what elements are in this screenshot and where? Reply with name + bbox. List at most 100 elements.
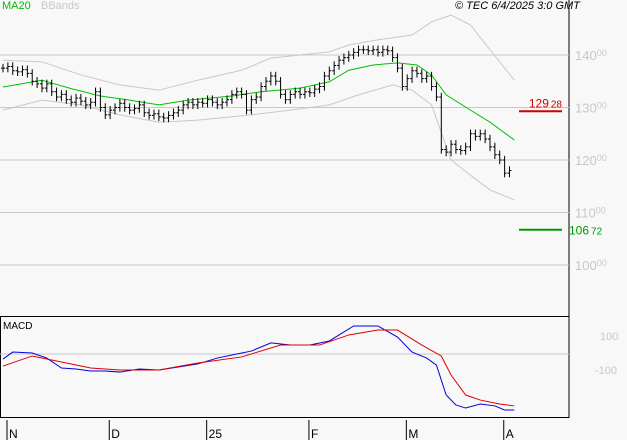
price-bar	[113, 103, 118, 115]
price-bar	[30, 69, 35, 86]
support-label: 106 72	[569, 224, 603, 238]
price-bar	[156, 109, 161, 122]
price-bar	[59, 90, 64, 102]
price-bar	[263, 77, 268, 91]
price-bar	[317, 82, 322, 94]
price-bar	[39, 79, 44, 93]
price-bar	[88, 98, 93, 110]
price-bar	[302, 87, 307, 99]
price-bar	[278, 77, 283, 99]
price-bar	[93, 87, 98, 107]
price-bar	[225, 95, 230, 107]
price-bar	[380, 45, 385, 57]
price-bar	[434, 82, 439, 102]
legend-ma20: MA20	[2, 0, 31, 12]
price-bar	[20, 65, 25, 76]
price-bar	[449, 140, 454, 157]
price-bar	[190, 98, 195, 110]
price-bar	[44, 79, 49, 93]
price-bar	[215, 98, 220, 110]
price-bar	[375, 45, 380, 57]
price-bar	[439, 92, 444, 154]
price-bar	[288, 90, 293, 104]
x-tick-label: 25	[209, 427, 223, 440]
price-bar	[395, 53, 400, 73]
price-bar	[298, 87, 303, 99]
price-bar	[142, 100, 147, 117]
price-bar	[507, 166, 512, 178]
y-tick-label: 14000	[575, 48, 607, 63]
price-bar	[74, 93, 79, 107]
price-bar	[307, 87, 312, 97]
price-bar	[414, 66, 419, 78]
price-bar	[478, 129, 483, 141]
bollinger-lower	[2, 84, 515, 201]
price-bar	[244, 90, 249, 115]
price-bar	[147, 108, 152, 120]
price-bar	[132, 104, 137, 115]
price-bar	[371, 45, 376, 55]
price-bar	[10, 62, 15, 75]
price-bar	[444, 145, 449, 157]
resistance-label: 129 28	[529, 96, 563, 110]
price-bar	[502, 155, 507, 178]
price-bar	[458, 145, 463, 155]
price-bar	[385, 45, 390, 55]
price-bar	[410, 66, 415, 83]
price-bar	[453, 140, 458, 154]
price-bar	[239, 87, 244, 99]
price-bar	[468, 129, 473, 152]
price-bar	[234, 87, 239, 99]
x-tick-label: D	[111, 427, 120, 440]
price-bar	[346, 50, 351, 62]
macd-line	[2, 325, 515, 411]
price-bar	[497, 150, 502, 165]
price-bar	[151, 109, 156, 120]
price-bar	[312, 84, 317, 97]
price-bar	[283, 90, 288, 104]
price-bar	[473, 129, 478, 141]
price-bar	[293, 87, 298, 99]
price-bar	[322, 71, 327, 91]
macd-signal-line	[2, 329, 515, 407]
price-bar	[249, 95, 254, 115]
price-bar	[35, 77, 40, 89]
price-bar	[400, 63, 405, 91]
price-bar	[327, 66, 332, 81]
macd-title: MACD	[3, 321, 33, 332]
price-bar	[127, 103, 132, 115]
y-tick-label: 10000	[575, 258, 607, 273]
y-tick-label: 13000	[575, 101, 607, 116]
price-bar	[405, 74, 410, 91]
macd-frame	[0, 316, 570, 418]
price-bar	[356, 45, 361, 57]
price-bar	[15, 66, 20, 76]
price-bar	[137, 100, 142, 113]
price-bar	[419, 69, 424, 83]
price-bar	[166, 111, 171, 123]
price-bar	[1, 63, 5, 73]
price-bar	[463, 142, 468, 155]
price-bar	[186, 98, 191, 110]
y-tick-label: 12000	[575, 153, 607, 168]
price-bar	[337, 56, 342, 70]
x-tick-label: A	[506, 427, 514, 440]
price-bar	[429, 71, 434, 91]
price-bar	[205, 95, 210, 108]
price-bar	[122, 99, 127, 112]
price-bar	[103, 103, 108, 120]
price-bar	[332, 61, 337, 75]
price-bar	[390, 46, 395, 62]
price-bar	[78, 93, 83, 106]
price-bar	[64, 90, 69, 104]
price-bar	[117, 99, 122, 112]
price-bar	[5, 62, 10, 73]
price-bar	[25, 65, 30, 78]
price-bar	[49, 79, 54, 96]
x-tick-label: M	[408, 427, 418, 440]
price-bar	[210, 95, 215, 107]
price-bar	[83, 97, 88, 110]
price-bar	[108, 105, 113, 120]
